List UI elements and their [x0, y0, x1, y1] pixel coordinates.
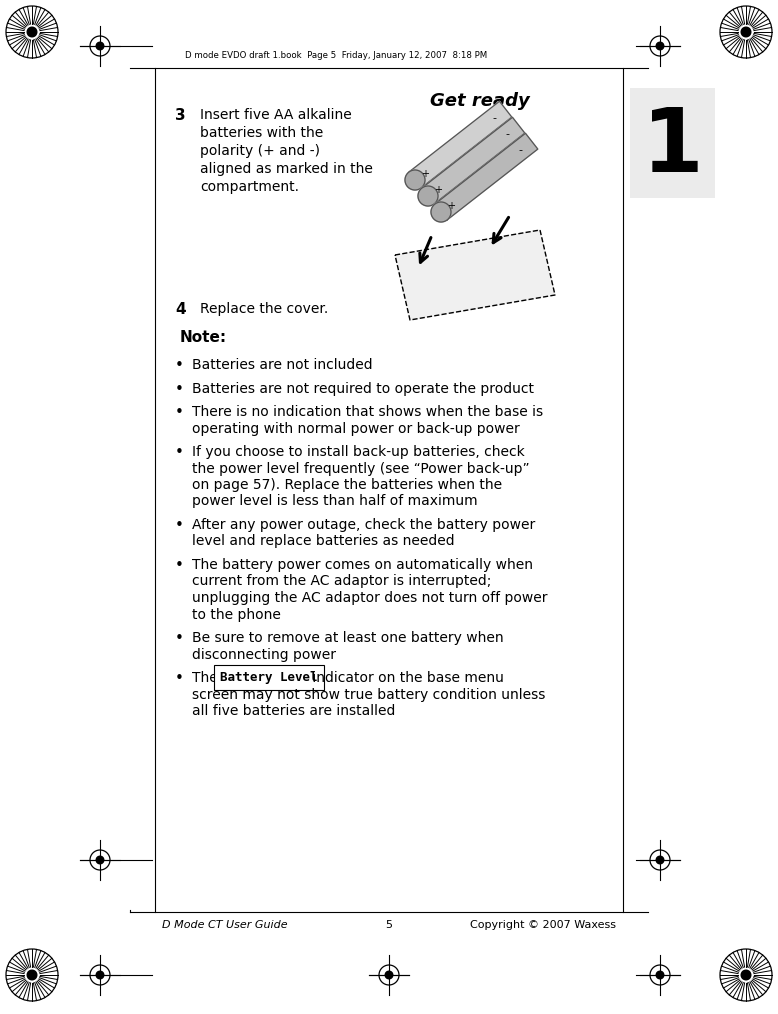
Text: -: - [519, 145, 523, 155]
Text: Batteries are not required to operate the product: Batteries are not required to operate th… [192, 381, 534, 395]
Text: 3: 3 [175, 108, 186, 123]
Text: indicator on the base menu: indicator on the base menu [308, 671, 504, 685]
Circle shape [741, 970, 751, 980]
Circle shape [656, 971, 664, 979]
Circle shape [27, 970, 37, 980]
Text: •: • [175, 518, 184, 533]
Text: Be sure to remove at least one battery when: Be sure to remove at least one battery w… [192, 631, 503, 645]
Circle shape [385, 971, 393, 979]
Text: -: - [506, 129, 510, 139]
Text: power level is less than half of maximum: power level is less than half of maximum [192, 495, 478, 508]
Text: on page 57). Replace the batteries when the: on page 57). Replace the batteries when … [192, 478, 502, 492]
Text: Batteries are not included: Batteries are not included [192, 358, 373, 372]
Text: aligned as marked in the: aligned as marked in the [200, 162, 373, 176]
Text: batteries with the: batteries with the [200, 126, 323, 140]
Text: •: • [175, 671, 184, 686]
Text: The battery power comes on automatically when: The battery power comes on automatically… [192, 558, 533, 572]
Text: +: + [434, 186, 443, 196]
Text: to the phone: to the phone [192, 607, 281, 622]
Text: Get ready: Get ready [430, 92, 530, 110]
Polygon shape [422, 118, 525, 204]
Text: D mode EVDO draft 1.book  Page 5  Friday, January 12, 2007  8:18 PM: D mode EVDO draft 1.book Page 5 Friday, … [185, 51, 487, 60]
Circle shape [405, 170, 425, 190]
Circle shape [27, 27, 37, 37]
Text: screen may not show true battery condition unless: screen may not show true battery conditi… [192, 687, 545, 702]
Text: +: + [422, 169, 429, 179]
Text: operating with normal power or back-up power: operating with normal power or back-up p… [192, 422, 520, 435]
Circle shape [656, 43, 664, 50]
Text: If you choose to install back-up batteries, check: If you choose to install back-up batteri… [192, 445, 524, 459]
Text: The: The [192, 671, 223, 685]
Circle shape [741, 27, 751, 37]
Circle shape [431, 202, 451, 222]
Text: compartment.: compartment. [200, 180, 299, 194]
Polygon shape [395, 230, 555, 320]
Circle shape [96, 43, 103, 50]
Circle shape [656, 856, 664, 864]
Circle shape [96, 971, 103, 979]
Text: After any power outage, check the battery power: After any power outage, check the batter… [192, 518, 535, 532]
Text: 5: 5 [386, 920, 392, 930]
Text: Note:: Note: [180, 330, 227, 345]
Text: disconnecting power: disconnecting power [192, 648, 336, 661]
Text: all five batteries are installed: all five batteries are installed [192, 704, 395, 718]
Circle shape [96, 856, 103, 864]
FancyBboxPatch shape [630, 88, 715, 198]
Polygon shape [409, 101, 512, 188]
Text: level and replace batteries as needed: level and replace batteries as needed [192, 534, 454, 549]
Text: •: • [175, 445, 184, 460]
Text: Insert five AA alkaline: Insert five AA alkaline [200, 108, 352, 122]
Text: the power level frequently (see “Power back-up”: the power level frequently (see “Power b… [192, 461, 530, 476]
Text: unplugging the AC adaptor does not turn off power: unplugging the AC adaptor does not turn … [192, 591, 548, 605]
Circle shape [418, 186, 438, 206]
Text: •: • [175, 358, 184, 373]
Text: •: • [175, 558, 184, 573]
Text: -: - [492, 113, 496, 123]
Text: +: + [447, 202, 455, 211]
Text: There is no indication that shows when the base is: There is no indication that shows when t… [192, 405, 543, 419]
Text: Battery Level: Battery Level [220, 671, 317, 684]
Text: •: • [175, 381, 184, 396]
Text: D Mode CT User Guide: D Mode CT User Guide [162, 920, 288, 930]
Text: Copyright © 2007 Waxess: Copyright © 2007 Waxess [470, 920, 616, 930]
Text: 1: 1 [642, 103, 703, 191]
Text: current from the AC adaptor is interrupted;: current from the AC adaptor is interrupt… [192, 575, 492, 588]
Text: •: • [175, 631, 184, 646]
Text: polarity (+ and -): polarity (+ and -) [200, 144, 320, 158]
Polygon shape [435, 133, 538, 220]
Text: Replace the cover.: Replace the cover. [200, 302, 328, 316]
Text: 4: 4 [175, 302, 186, 317]
Text: •: • [175, 405, 184, 420]
